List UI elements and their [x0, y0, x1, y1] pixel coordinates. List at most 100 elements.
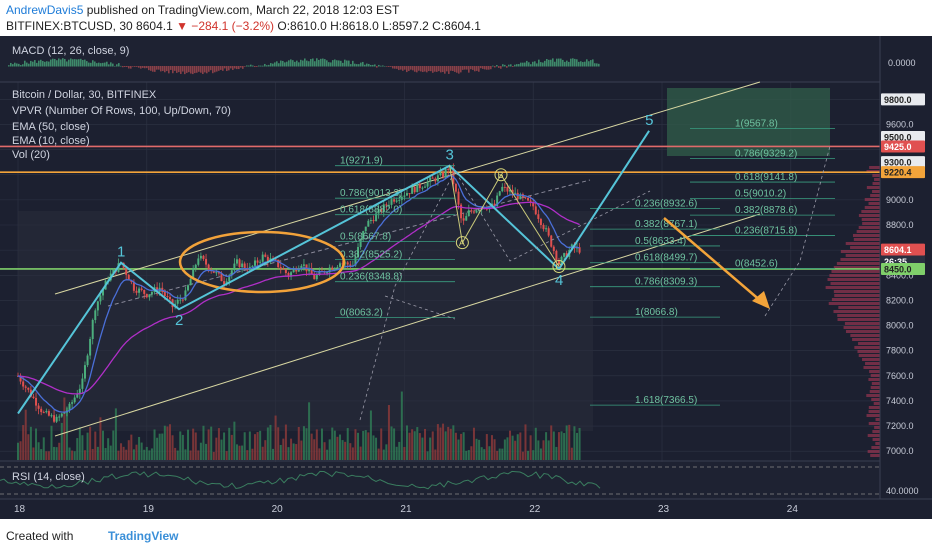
candle-body	[310, 268, 313, 275]
vpvr-bar	[858, 342, 880, 345]
volume-bar	[287, 447, 290, 460]
volume-bar	[413, 431, 416, 460]
vpvr-bar	[872, 190, 880, 193]
volume-bar	[300, 440, 303, 460]
volume-bar	[60, 422, 63, 460]
candle-body	[243, 263, 246, 269]
candle-body	[534, 206, 537, 215]
volume-bar	[22, 425, 25, 460]
macd-bar	[556, 58, 558, 67]
macd-bar	[342, 62, 344, 67]
macd-bar	[470, 66, 472, 70]
macd-bar	[78, 59, 80, 67]
candle-body	[467, 210, 470, 217]
macd-bar	[510, 64, 512, 67]
volume-bar	[168, 424, 171, 460]
volume-bar	[408, 432, 411, 460]
candle-body	[413, 187, 416, 193]
vpvr-bar	[837, 314, 880, 317]
macd-bar	[54, 58, 56, 67]
abc-marker	[455, 236, 469, 250]
vpvr-bar	[863, 366, 880, 369]
vpvr-bar	[866, 186, 880, 189]
candle-body	[53, 415, 56, 422]
volume-bar	[357, 432, 360, 460]
time-tick-label: 20	[272, 504, 284, 515]
candle-body	[40, 408, 43, 413]
consolidation-ellipse	[178, 230, 346, 294]
volume-bar	[243, 432, 246, 460]
macd-bar	[252, 65, 254, 67]
volume-bar	[107, 438, 110, 460]
macd-bar	[558, 58, 560, 67]
candle-body	[192, 268, 195, 279]
vpvr-bar	[868, 378, 880, 381]
candle-body	[529, 200, 532, 202]
candle-body	[511, 189, 514, 194]
macd-bar	[64, 58, 66, 67]
wave-labels: 1 2 3 4 5 A B C	[117, 112, 653, 329]
candle-body	[256, 260, 259, 263]
macd-bar	[420, 66, 422, 72]
macd-bar	[468, 66, 470, 73]
volume-bar	[382, 449, 385, 460]
macd-bar	[62, 58, 64, 67]
vpvr-bar	[870, 386, 880, 389]
symbol-name: BITFINEX:BTCUSD, 30	[6, 19, 133, 33]
price-change: ▼ −284.1 (−3.2%)	[176, 19, 275, 33]
volume-bar	[377, 448, 380, 460]
price-badge-label: 9500.0	[884, 133, 912, 143]
macd-bar	[288, 60, 290, 67]
candle-body	[408, 193, 411, 195]
macd-bar	[366, 63, 368, 67]
macd-bar	[332, 60, 334, 67]
volume-bar	[17, 442, 19, 460]
fib-label: 0.5(8667.8)	[340, 232, 391, 243]
ema-50-line	[17, 201, 580, 395]
tradingview-logo[interactable]: TradingView	[108, 529, 179, 543]
macd-bar	[162, 66, 164, 72]
volume-bar	[269, 424, 272, 460]
volume-bar	[122, 446, 125, 460]
macd-bar	[520, 62, 522, 67]
fib-label: 0.5(8633.4)	[635, 236, 686, 247]
macd-bar	[74, 59, 76, 67]
macd-bar	[316, 58, 318, 67]
vpvr-bar	[873, 402, 880, 405]
candle-body	[565, 253, 568, 257]
volume-bar	[290, 438, 293, 460]
fib-label: 0.236(8715.8)	[735, 226, 797, 237]
volume-bar	[42, 437, 45, 460]
macd-bar	[164, 66, 166, 73]
candle-body	[297, 268, 300, 272]
vpvr-bar	[844, 322, 880, 325]
volume-bar	[35, 428, 38, 460]
volume-bar	[488, 446, 491, 460]
price-badge-label: 9220.4	[884, 168, 912, 178]
price-chart[interactable]: 1(9271.9) 0.786(9013.3) 0.618(8882.0) 0.5(8…	[0, 36, 932, 519]
macd-bar	[564, 61, 566, 67]
macd-bar	[488, 66, 490, 70]
candle-body	[143, 289, 146, 294]
volume-bar	[527, 450, 530, 460]
macd-bar	[324, 59, 326, 67]
volume-bar	[37, 442, 40, 460]
candle-body	[163, 291, 166, 297]
macd-bar	[88, 62, 90, 67]
macd-bar	[232, 66, 234, 70]
volume-bar	[568, 424, 571, 460]
macd-bar	[508, 64, 510, 67]
macd-bar	[126, 66, 128, 68]
vpvr-bar	[840, 250, 880, 253]
candle-body	[532, 201, 535, 207]
macd-bar	[278, 63, 280, 67]
macd-bar	[560, 58, 562, 67]
macd-bar	[46, 61, 48, 67]
macd-bar	[294, 61, 296, 67]
volume-bar	[279, 444, 282, 460]
macd-bar	[462, 66, 464, 70]
candle-body	[287, 273, 290, 277]
candle-body	[429, 177, 432, 182]
candle-body	[369, 219, 372, 221]
author-link[interactable]: AndrewDavis5	[6, 3, 84, 17]
